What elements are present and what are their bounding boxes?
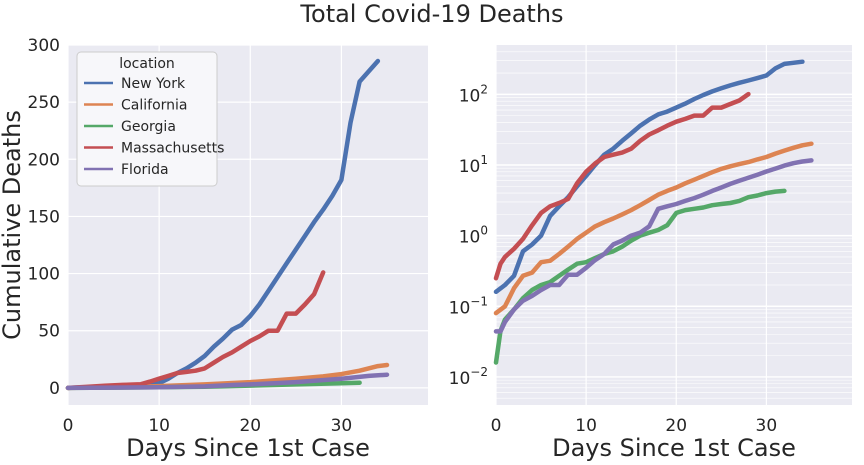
left-x-tick-label: 30	[331, 416, 353, 436]
right-x-axis-label: Days Since 1st Case	[552, 434, 796, 462]
left-series-line-massachusetts	[65, 270, 326, 391]
left-x-axis-label: Days Since 1st Case	[126, 434, 370, 462]
right-y-tick-exponent: 1	[480, 153, 488, 167]
left-x-tick-label: 20	[239, 416, 261, 436]
right-series-line-massachusetts	[493, 91, 751, 281]
legend-items: New York California Georgia Massachusetts Fl…	[84, 76, 224, 178]
legend-entry: Georgia	[121, 119, 176, 135]
left-x-tick-label: 10	[148, 416, 170, 436]
left-y-tick-label: 200	[28, 150, 60, 170]
right-y-tick-label: 101	[459, 153, 488, 177]
left-series-lines	[65, 58, 390, 391]
right-y-tick-base: 10	[459, 228, 481, 248]
left-y-tick-label: 250	[28, 93, 60, 113]
left-y-axis-label: Cumulative Deaths	[0, 110, 26, 340]
legend-entry: New York	[121, 76, 186, 92]
legend-entry: Massachusetts	[121, 141, 224, 157]
right-x-tick-label: 10	[575, 416, 597, 436]
right-plot-area	[496, 45, 852, 405]
left-y-tick-label: 0	[49, 379, 60, 399]
left-y-tick-label: 50	[38, 322, 60, 342]
right-gridlines	[495, 45, 852, 405]
right-y-tick-exponent: 2	[480, 82, 488, 96]
legend-entry: California	[121, 98, 187, 114]
right-x-tick-label: 30	[756, 416, 778, 436]
right-y-tick-exponent: 0	[480, 224, 488, 238]
right-series-line-florida	[493, 158, 814, 334]
legend-box	[76, 51, 218, 187]
left-x-tick-label: 0	[63, 416, 74, 436]
right-x-tick-label: 20	[665, 416, 687, 436]
right-series-line-georgia	[493, 188, 787, 365]
right-y-tick-label: 10−1	[449, 294, 488, 318]
right-y-tick-base: 10	[449, 369, 471, 389]
right-y-tick-label: 10−2	[449, 365, 488, 389]
legend-title: location	[119, 56, 175, 72]
legend: location New York California Georgia Massac…	[76, 51, 224, 187]
legend-entry: Florida	[121, 162, 169, 178]
right-x-tick-label: 0	[491, 416, 502, 436]
right-y-tick-base: 10	[459, 157, 481, 177]
right-series-line-california	[493, 141, 814, 316]
right-series-line-new-york	[493, 59, 805, 295]
right-y-tick-exponent: −1	[470, 294, 488, 308]
left-series-line-new-york	[65, 58, 381, 391]
right-y-tick-base: 10	[449, 298, 471, 318]
right-y-tick-exponent: −2	[470, 365, 488, 379]
left-series-line-florida	[65, 372, 390, 391]
left-y-tick-label: 300	[28, 36, 60, 56]
right-y-tick-label: 100	[459, 224, 488, 248]
right-series-lines	[493, 59, 814, 365]
figure-title: Total Covid-19 Deaths	[299, 0, 563, 28]
right-y-tick-label: 102	[459, 82, 488, 106]
left-y-tick-label: 100	[28, 265, 60, 285]
right-y-tick-base: 10	[459, 86, 481, 106]
left-y-tick-label: 150	[28, 207, 60, 227]
